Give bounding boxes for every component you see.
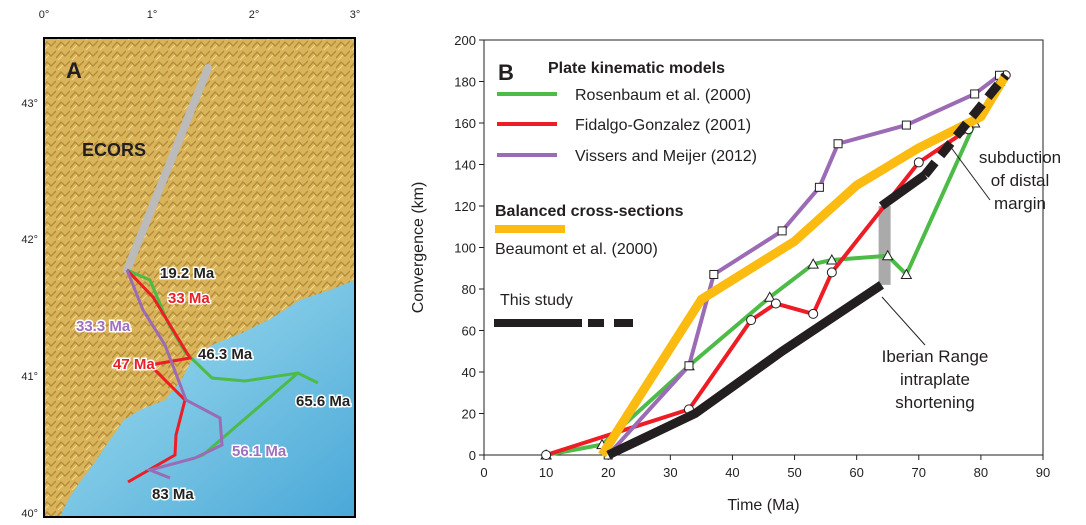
legend-label: This study <box>500 292 573 309</box>
legend-label: Vissers and Meijer (2012) <box>575 148 757 165</box>
marker <box>913 157 924 168</box>
lat-label: 42° <box>21 234 38 246</box>
age-label: 19.2 Ma <box>160 265 215 282</box>
age-label: 56.1 Ma <box>232 443 287 460</box>
marker <box>763 291 776 302</box>
marker <box>746 315 757 326</box>
chart: 0 10 20 30 40 50 60 70 80 90 0 20 40 60 80 100 120 140 160… <box>410 33 1061 514</box>
legend-label: Beaumont et al. (2000) <box>495 241 658 258</box>
x-axis-label: Time (Ma) <box>727 497 799 514</box>
y-tick-label: 180 <box>454 75 476 90</box>
y-tick-label: 0 <box>469 448 476 463</box>
track <box>125 268 193 484</box>
marker <box>709 269 719 279</box>
sea <box>60 280 355 517</box>
track <box>126 268 319 385</box>
lon-label: 0° <box>39 9 50 21</box>
annotation: Iberian Range <box>882 347 989 366</box>
annotation: margin <box>994 194 1046 213</box>
lat-label: 40° <box>21 508 38 520</box>
marker <box>770 298 781 309</box>
legend-label: Fidalgo-Gonzalez (2001) <box>575 117 751 134</box>
leader <box>881 296 926 346</box>
y-tick-label: 40 <box>462 365 476 380</box>
marker <box>970 89 980 99</box>
x-tick-label: 30 <box>663 465 677 480</box>
marker <box>777 226 787 236</box>
y-tick-label: 20 <box>462 407 476 422</box>
marker <box>901 120 911 130</box>
lon-label: 3° <box>350 9 361 21</box>
legend-label: Rosenbaum et al. (2000) <box>575 87 751 104</box>
ecors-line <box>123 64 212 274</box>
x-tick-label: 20 <box>601 465 615 480</box>
range-bar <box>878 206 891 285</box>
lat-label: 41° <box>21 371 38 383</box>
age-label: 47 Ma <box>113 356 155 373</box>
x-tick-label: 80 <box>974 465 988 480</box>
section-label: ECORS <box>82 140 146 160</box>
age-label: 83 Ma <box>152 486 194 503</box>
y-tick-label: 60 <box>462 324 476 339</box>
y-tick-label: 80 <box>462 282 476 297</box>
marker <box>807 258 820 269</box>
x-tick-label: 70 <box>912 465 926 480</box>
marker <box>825 253 838 265</box>
annotation: of distal <box>991 171 1050 190</box>
x-tick-label: 60 <box>849 465 863 480</box>
x-tick-label: 40 <box>725 465 739 480</box>
panel-label: A <box>66 58 82 83</box>
annotation: subduction <box>979 148 1061 167</box>
marker <box>808 308 819 319</box>
series-line <box>921 72 1010 178</box>
age-label: 33 Ma <box>168 290 210 307</box>
x-tick-label: 90 <box>1036 465 1050 480</box>
map-frame <box>43 37 356 518</box>
lon-label: 1° <box>147 9 158 21</box>
age-label: 65.6 Ma <box>296 393 351 410</box>
leader <box>949 145 991 201</box>
legend-group: Plate kinematic models <box>548 60 725 77</box>
marker <box>826 267 837 278</box>
marker <box>833 139 843 149</box>
lon-label: 2° <box>249 9 260 21</box>
age-label: 33.3 Ma <box>76 318 131 335</box>
series-line <box>606 281 885 460</box>
track <box>125 269 224 480</box>
series-line <box>545 80 1002 457</box>
marker <box>541 450 552 460</box>
marker <box>900 268 913 279</box>
series-line <box>878 171 928 210</box>
marker <box>881 249 894 261</box>
annotation: shortening <box>895 393 974 412</box>
y-tick-label: 100 <box>454 241 476 256</box>
y-tick-label: 200 <box>454 33 476 48</box>
lat-label: 43° <box>21 98 38 110</box>
legend-group: Balanced cross-sections <box>495 203 684 220</box>
y-tick-label: 140 <box>454 158 476 173</box>
panel-label: B <box>498 60 514 85</box>
map <box>44 38 355 517</box>
y-tick-label: 120 <box>454 199 476 214</box>
age-label: 46.3 Ma <box>198 346 253 363</box>
map-labels: A ECORS 0° 1° 2° 3° 43° 42° 41° 40° 19.2 Ma 33 Ma… <box>21 9 360 520</box>
annotation: intraplate <box>900 370 970 389</box>
series-line <box>598 72 1010 458</box>
x-tick-label: 10 <box>539 465 553 480</box>
marker <box>814 182 824 192</box>
marker <box>684 361 694 371</box>
x-tick-label: 0 <box>480 465 487 480</box>
x-tick-label: 50 <box>787 465 801 480</box>
y-tick-label: 160 <box>454 116 476 131</box>
y-axis-label: Convergence (km) <box>410 182 427 314</box>
